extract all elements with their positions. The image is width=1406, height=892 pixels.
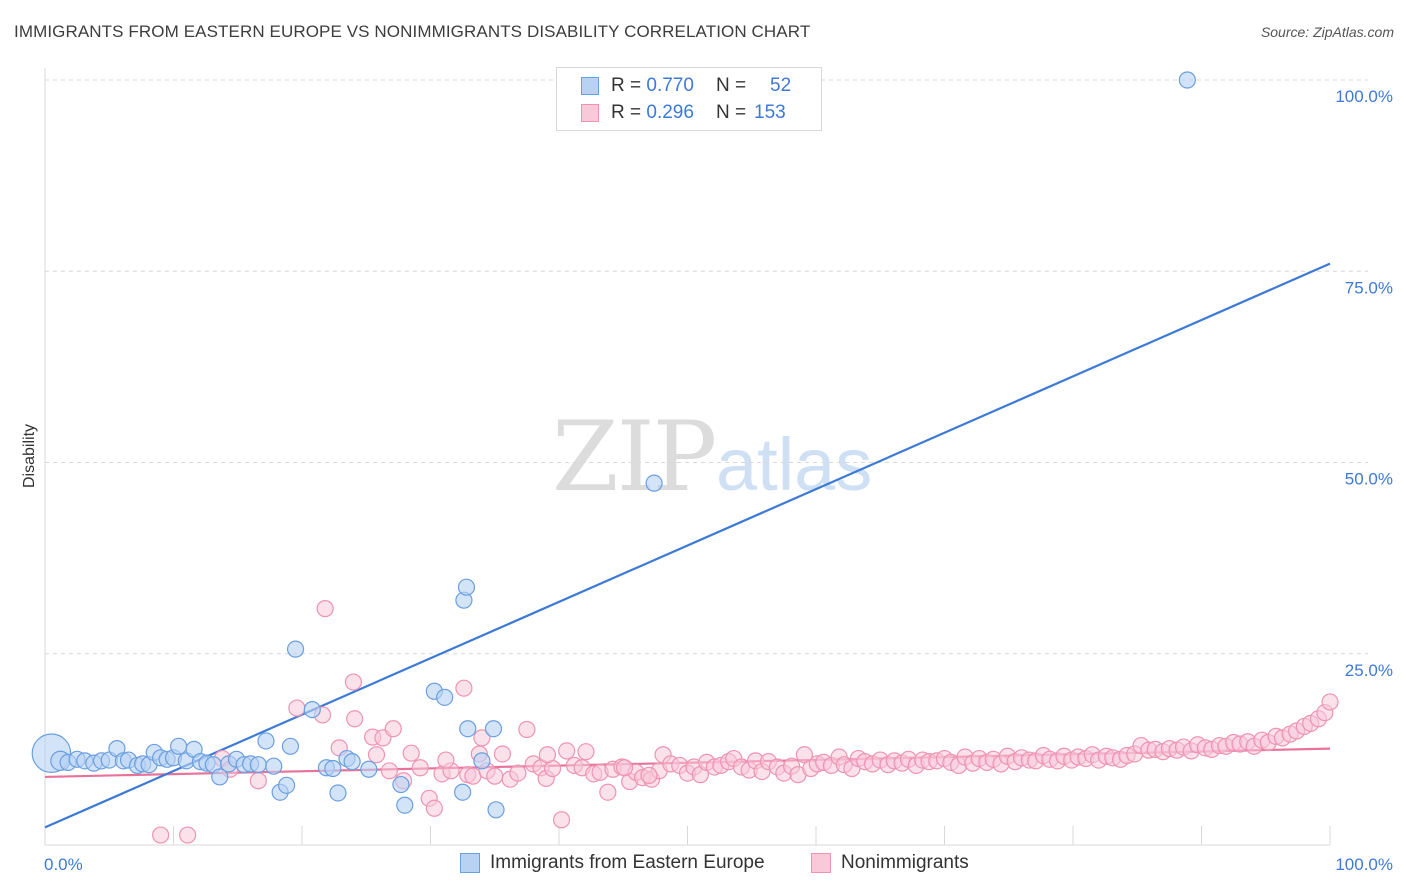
source-credit: Source: ZipAtlas.com [1260, 24, 1394, 40]
immigrant-point [396, 796, 414, 814]
nonimmigrant-point [599, 783, 617, 801]
nonimmigrant-point [486, 767, 504, 785]
immigrant-point [436, 688, 454, 706]
immigrant-point [324, 759, 342, 778]
nonimmigrant-point [411, 759, 429, 777]
immigrants-trend-line [44, 262, 1331, 829]
immigrants-points [31, 71, 1196, 819]
legend-r-label: R = [611, 75, 642, 96]
immigrant-point [257, 732, 275, 750]
nonimmigrant-point [249, 772, 267, 790]
nonimmigrant-point [493, 745, 512, 763]
immigrant-point [265, 757, 283, 775]
nonimmigrant-point [367, 746, 386, 764]
nonimmigrant-point [346, 710, 364, 728]
tick-labels: 25.0% 50.0% 75.0% 100.0% 0.0% 100.0% [44, 87, 1393, 874]
chart-title: IMMIGRANTS FROM EASTERN EUROPE VS NONIMM… [14, 22, 811, 41]
nonimmigrant-point [518, 720, 536, 739]
series-legend-immigrants: Immigrants from Eastern Europe [460, 852, 765, 874]
nonimmigrant-point [615, 759, 634, 777]
legend-swatch-pink [581, 104, 599, 122]
watermark: ZIP atlas [552, 401, 872, 513]
nonimmigrant-point [288, 699, 306, 717]
immigrant-point [329, 784, 347, 802]
legend-r-label: R = [611, 102, 642, 123]
immigrant-point [170, 737, 188, 755]
legend-n-label: N = [715, 75, 747, 96]
immigrant-point [473, 752, 491, 770]
nonimmigrant-point [437, 751, 455, 769]
x-tick-label: 0.0% [44, 855, 83, 874]
y-tick-label: 75.0% [1345, 278, 1393, 297]
y-axis-label: Disability [21, 424, 38, 488]
nonimmigrant-point [344, 673, 362, 691]
immigrant-point [484, 720, 503, 738]
nonimmigrant-point [384, 720, 402, 738]
y-tick-label: 100.0% [1335, 87, 1393, 106]
legend-r-value: 0.296 [646, 102, 694, 123]
x-tick-label: 100.0% [1335, 855, 1393, 874]
nonimmigrant-point [509, 764, 527, 782]
legend-n-value: 153 [754, 102, 786, 123]
immigrant-point [343, 753, 361, 771]
immigrant-point [457, 578, 476, 596]
immigrant-point [281, 737, 300, 755]
legend-r-value: 0.770 [646, 75, 694, 96]
y-tick-label: 25.0% [1345, 661, 1393, 680]
y-tick-label: 50.0% [1345, 470, 1393, 489]
nonimmigrant-point [380, 762, 398, 780]
series-legend: Immigrants from Eastern Europe Nonimmigr… [0, 852, 1406, 878]
legend-row-immigrants: R = 0.770 N = 52 [581, 73, 791, 99]
legend-row-nonimmigrants: R = 0.296 N = 153 [581, 100, 786, 126]
nonimmigrant-point [558, 742, 576, 760]
nonimmigrant-point [179, 826, 197, 844]
stats-legend: R = 0.770 N = 52 R = 0.296 N = 153 [556, 67, 822, 131]
nonimmigrants-points [152, 600, 1339, 844]
immigrant-point [487, 801, 505, 819]
immigrant-point [249, 756, 267, 774]
series-label-nonimmigrants: Nonimmigrants [841, 852, 969, 873]
immigrant-point [645, 474, 663, 492]
nonimmigrant-point [402, 744, 420, 762]
nonimmigrant-point [552, 811, 571, 829]
nonimmigrant-point [538, 746, 557, 764]
watermark-atlas: atlas [716, 423, 872, 506]
immigrant-point [211, 768, 229, 786]
immigrant-point [1178, 71, 1196, 89]
axes [44, 68, 1331, 846]
immigrant-point [459, 720, 477, 738]
series-label-immigrants: Immigrants from Eastern Europe [490, 852, 765, 873]
watermark-zip: ZIP [552, 401, 715, 513]
legend-n-label: N = [715, 102, 747, 123]
series-swatch-pink [811, 853, 831, 873]
nonimmigrant-point [425, 799, 443, 817]
nonimmigrant-point [577, 743, 595, 761]
immigrant-point [277, 776, 296, 794]
nonimmigrant-point [1321, 693, 1339, 711]
nonimmigrant-point [316, 600, 334, 618]
nonimmigrant-point [152, 826, 170, 844]
grid-lines [45, 79, 1368, 655]
nonimmigrant-point [455, 679, 473, 697]
immigrant-point [360, 760, 378, 778]
immigrant-point [303, 700, 321, 719]
nonimmigrant-point [795, 746, 814, 764]
immigrant-point [454, 783, 472, 801]
series-swatch-blue [460, 853, 480, 873]
legend-n-value: 52 [770, 75, 792, 96]
immigrant-point [286, 640, 305, 658]
series-legend-nonimmigrants: Nonimmigrants [811, 852, 969, 874]
immigrant-point [392, 775, 410, 794]
legend-swatch-blue [581, 77, 599, 95]
nonimmigrant-point [640, 766, 658, 784]
